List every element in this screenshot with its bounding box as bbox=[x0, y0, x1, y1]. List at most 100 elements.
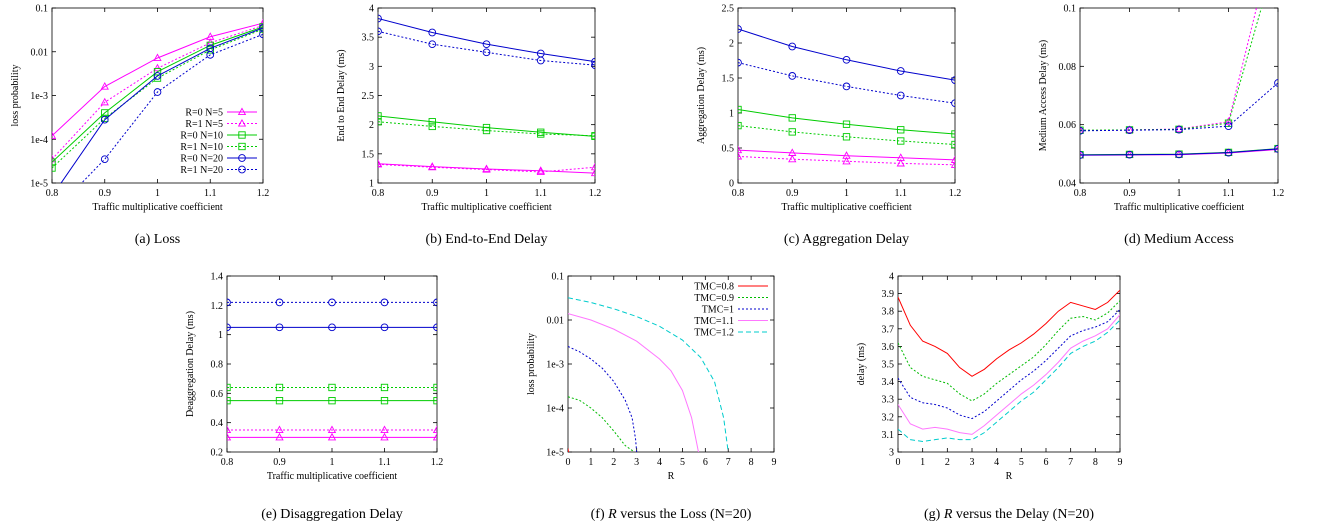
y-tick-label: 0.08 bbox=[1059, 62, 1077, 73]
data-point bbox=[482, 40, 491, 49]
data-point bbox=[380, 298, 389, 307]
y-tick-label: 1e-3 bbox=[546, 360, 564, 371]
series-line bbox=[898, 289, 1120, 377]
data-point bbox=[951, 140, 955, 149]
y-tick-label: 0.1 bbox=[36, 4, 49, 15]
data-point bbox=[275, 323, 284, 332]
data-point bbox=[275, 425, 284, 434]
x-axis-label: R bbox=[668, 471, 675, 482]
data-point bbox=[328, 323, 336, 332]
series-line bbox=[60, 27, 263, 183]
x-axis-label: Traffic multiplicative coefficient bbox=[267, 471, 398, 482]
data-point bbox=[842, 120, 851, 128]
data-point bbox=[328, 397, 336, 405]
data-point bbox=[378, 27, 382, 36]
y-tick-label: 1e-5 bbox=[546, 448, 564, 459]
series-line bbox=[378, 163, 595, 174]
x-tick-label: 0.8 bbox=[46, 188, 59, 199]
data-point bbox=[788, 154, 797, 163]
y-tick-label: 0.2 bbox=[211, 448, 224, 459]
x-tick-label: 1.1 bbox=[378, 457, 391, 468]
plot-frame bbox=[567, 275, 775, 453]
y-axis-label: loss probability bbox=[526, 333, 537, 395]
y-axis-label: loss probability bbox=[10, 65, 21, 127]
series-line bbox=[898, 319, 1120, 442]
y-tick-label: 0.04 bbox=[1059, 179, 1077, 190]
data-point bbox=[536, 56, 545, 65]
data-point bbox=[100, 155, 109, 164]
data-point bbox=[788, 42, 797, 51]
data-point bbox=[153, 72, 162, 80]
series-line bbox=[738, 109, 955, 135]
data-point bbox=[100, 97, 109, 106]
data-point bbox=[433, 383, 437, 392]
data-point bbox=[950, 155, 955, 163]
x-tick-label: 1.1 bbox=[535, 188, 548, 199]
caption-variable: R bbox=[607, 507, 617, 522]
x-tick-label: 0.9 bbox=[786, 188, 799, 199]
data-point bbox=[275, 298, 284, 307]
x-axis-label: Traffic multiplicative coefficient bbox=[781, 202, 912, 213]
data-point bbox=[1125, 126, 1134, 135]
plot-frame bbox=[897, 275, 1121, 453]
data-point bbox=[52, 164, 56, 172]
y-axis-label: Medium Access Delay (ms) bbox=[1038, 40, 1049, 151]
data-point bbox=[227, 432, 232, 441]
y-tick-label: 2 bbox=[729, 39, 734, 50]
legend-entry-label: R=0 N=5 bbox=[185, 108, 223, 119]
data-point bbox=[1175, 125, 1183, 134]
data-point bbox=[738, 105, 742, 114]
y-tick-label: 0.5 bbox=[722, 144, 735, 155]
data-point bbox=[1224, 122, 1233, 130]
caption-prefix: (g) bbox=[924, 507, 944, 522]
y-tick-label: 4 bbox=[369, 4, 374, 15]
data-point bbox=[951, 99, 955, 108]
data-point bbox=[227, 323, 231, 332]
data-point bbox=[1125, 125, 1134, 133]
x-tick-label: 7 bbox=[726, 457, 731, 468]
data-point bbox=[536, 166, 545, 174]
x-tick-label: 1 bbox=[844, 188, 849, 199]
series-group bbox=[49, 18, 263, 217]
series-line bbox=[80, 33, 263, 183]
caption-prefix: (f) bbox=[591, 507, 609, 522]
y-axis-label: Deaggregation Delay (ms) bbox=[185, 311, 196, 417]
series-line bbox=[378, 30, 595, 66]
data-point bbox=[738, 145, 743, 154]
data-point bbox=[591, 61, 595, 70]
subfigure-caption: (c) Aggregation Delay bbox=[784, 232, 909, 247]
series-line bbox=[378, 163, 595, 173]
legend-entry-label: TMC=1.1 bbox=[694, 316, 734, 327]
data-point bbox=[433, 323, 437, 332]
series-line bbox=[738, 149, 955, 161]
x-tick-label: 1.2 bbox=[589, 188, 602, 199]
data-point bbox=[1080, 126, 1084, 135]
data-point bbox=[275, 432, 284, 441]
data-point bbox=[738, 151, 743, 160]
x-tick-label: 6 bbox=[1044, 457, 1049, 468]
data-point bbox=[153, 53, 162, 62]
data-point bbox=[378, 159, 383, 168]
x-tick-label: 8 bbox=[1093, 457, 1098, 468]
legend-marker bbox=[237, 107, 247, 116]
x-tick-label: 1 bbox=[330, 457, 335, 468]
data-point bbox=[49, 210, 56, 217]
series-line bbox=[378, 18, 595, 63]
x-tick-label: 4 bbox=[994, 457, 999, 468]
series-line bbox=[568, 313, 699, 452]
subfigure-caption: (b) End-to-End Delay bbox=[425, 232, 547, 247]
y-tick-label: 3.5 bbox=[882, 360, 895, 371]
data-point bbox=[428, 162, 437, 171]
data-point bbox=[788, 128, 796, 136]
series-line bbox=[738, 28, 955, 81]
x-tick-label: 1.1 bbox=[1222, 188, 1235, 199]
data-point bbox=[433, 298, 437, 307]
series-line bbox=[568, 396, 635, 452]
data-point bbox=[153, 63, 162, 72]
legend-entry-label: R=1 N=5 bbox=[185, 119, 223, 130]
legend-marker bbox=[238, 131, 246, 139]
y-tick-label: 0.1 bbox=[1064, 4, 1077, 15]
data-point bbox=[227, 383, 231, 392]
x-tick-label: 1.2 bbox=[257, 188, 270, 199]
